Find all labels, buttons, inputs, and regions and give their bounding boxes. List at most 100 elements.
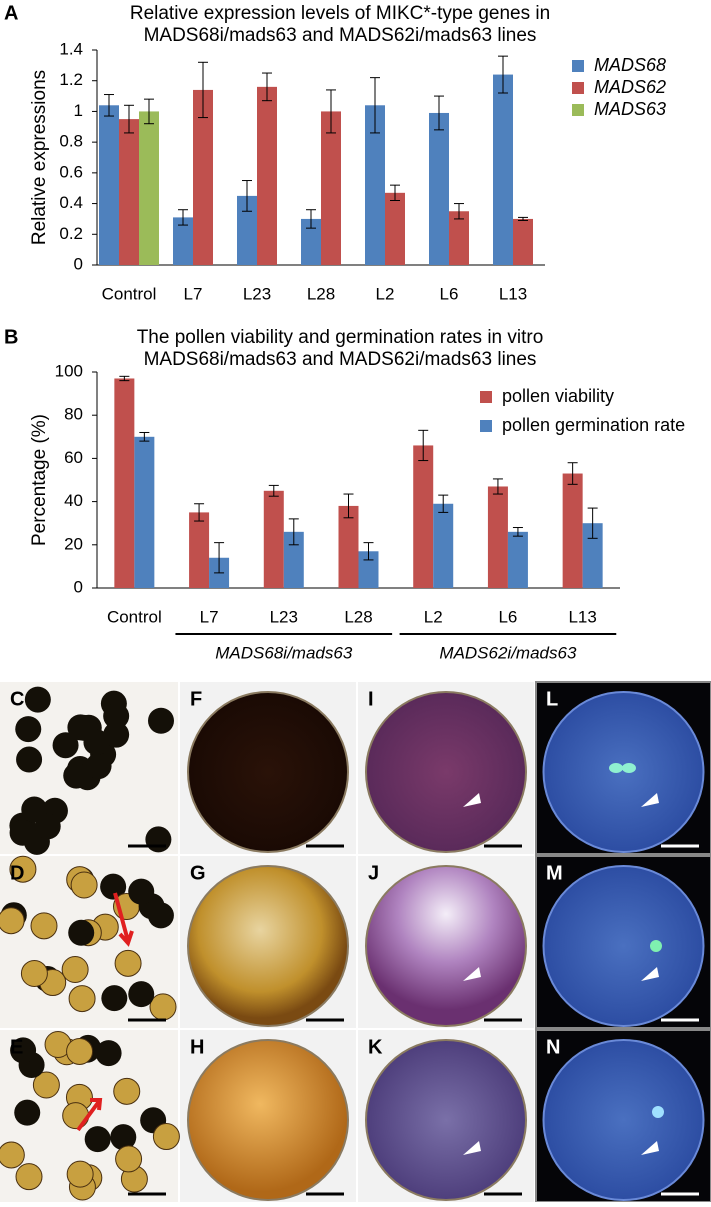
pollen-grain — [152, 1123, 180, 1151]
y-tick-label: 40 — [64, 491, 83, 510]
pollen-cell — [187, 865, 349, 1027]
y-tick-label: 0 — [74, 254, 83, 273]
pollen-grain — [9, 819, 36, 846]
error-bar — [498, 55, 508, 94]
pollen-grain — [52, 732, 79, 759]
chart-title: MADS68i/mads63 and MADS62i/mads63 lines — [144, 25, 537, 46]
pollen-grain — [24, 686, 51, 713]
micrograph: F — [180, 682, 356, 854]
group-label: MADS68i/mads63 — [215, 643, 353, 662]
bar — [385, 192, 405, 265]
pollen-grain — [100, 873, 127, 900]
error-bar — [454, 203, 464, 220]
pollen-grain — [16, 746, 43, 773]
pollen-grain — [15, 1163, 43, 1191]
pollen-cell — [365, 865, 527, 1027]
y-tick-label: 0.4 — [59, 193, 83, 212]
error-bar — [567, 462, 578, 485]
x-tick-label: L28 — [307, 284, 335, 303]
pollen-cell — [187, 691, 349, 853]
bar — [189, 512, 210, 588]
panel-label: A — [4, 2, 18, 24]
panel-label: I — [368, 688, 374, 710]
y-tick-label: 1.4 — [59, 39, 83, 58]
bar — [493, 74, 513, 265]
arrow — [76, 1098, 103, 1132]
pollen-grain — [85, 753, 112, 780]
error-bar — [124, 104, 134, 134]
pollen-grain — [148, 707, 175, 734]
micrograph: C — [0, 682, 178, 855]
micrograph: H — [180, 1030, 356, 1202]
pollen-grain — [149, 993, 177, 1021]
pollen-grain — [115, 1145, 143, 1173]
error-bar — [343, 493, 354, 519]
panel-label: K — [368, 1036, 383, 1058]
pollen-grain — [110, 1124, 137, 1151]
legend-label: MADS68 — [594, 55, 666, 75]
pollen-grain — [68, 919, 95, 946]
chart-title: MADS68i/mads63 and MADS62i/mads63 lines — [144, 349, 537, 370]
legend-label: pollen germination rate — [502, 415, 685, 435]
y-tick-label: 1 — [74, 101, 83, 120]
panel-label: L — [546, 688, 558, 710]
x-tick-label: Control — [107, 607, 162, 626]
bar — [358, 551, 379, 588]
bar — [119, 119, 139, 265]
bar — [429, 112, 449, 265]
x-tick-label: L23 — [270, 607, 298, 626]
error-bar — [144, 98, 154, 125]
bar — [173, 217, 193, 265]
bar — [513, 218, 533, 265]
nucleus — [650, 940, 662, 952]
panel-label: J — [368, 862, 379, 884]
micrograph: J — [358, 856, 534, 1028]
pollen-grain — [113, 1077, 141, 1105]
x-tick-label: L7 — [200, 607, 219, 626]
pollen-grain — [84, 1126, 111, 1153]
pollen-grain — [103, 721, 130, 748]
pollen-cell — [542, 865, 705, 1027]
bar — [449, 211, 469, 265]
bar — [433, 503, 454, 588]
legend-swatch — [572, 60, 584, 72]
pollen-grain — [71, 714, 98, 741]
x-tick-label: L23 — [243, 284, 271, 303]
x-tick-label: L28 — [344, 607, 372, 626]
error-bar — [434, 95, 444, 131]
micrograph: L — [535, 681, 711, 855]
nucleus — [609, 763, 623, 773]
panel-label: D — [10, 862, 24, 884]
error-bar — [492, 478, 503, 495]
pollen-grain — [34, 813, 61, 840]
x-tick-label: L6 — [440, 284, 459, 303]
error-bar — [214, 542, 225, 574]
y-axis-label: Percentage (%) — [29, 414, 50, 546]
micrograph: N — [535, 1029, 711, 1203]
pollen-grain — [66, 1160, 94, 1188]
chart: B The pollen viability and germination ra… — [4, 326, 685, 662]
panel-label: F — [190, 688, 202, 710]
error-bar — [418, 429, 429, 462]
bar — [134, 436, 155, 588]
error-bar — [242, 180, 252, 212]
error-bar — [587, 507, 598, 539]
pollen-grain — [0, 907, 25, 935]
bar — [257, 86, 277, 265]
micrographs: C F I L D G J M E H K N — [0, 681, 711, 1203]
y-tick-label: 0.2 — [59, 224, 83, 243]
panel-label: C — [10, 688, 24, 710]
legend-label: MADS62 — [594, 77, 666, 97]
pollen-grain — [32, 1071, 60, 1099]
arrow — [113, 892, 134, 947]
bar — [139, 111, 159, 265]
pollen-grain — [95, 1040, 122, 1067]
panel-label: H — [190, 1036, 204, 1058]
micrograph: I — [358, 682, 534, 854]
panel-label: M — [546, 862, 563, 884]
micrograph: D — [0, 855, 178, 1028]
pollen-grain — [61, 956, 89, 984]
pollen-cell — [365, 1039, 527, 1201]
error-bar — [119, 375, 130, 382]
